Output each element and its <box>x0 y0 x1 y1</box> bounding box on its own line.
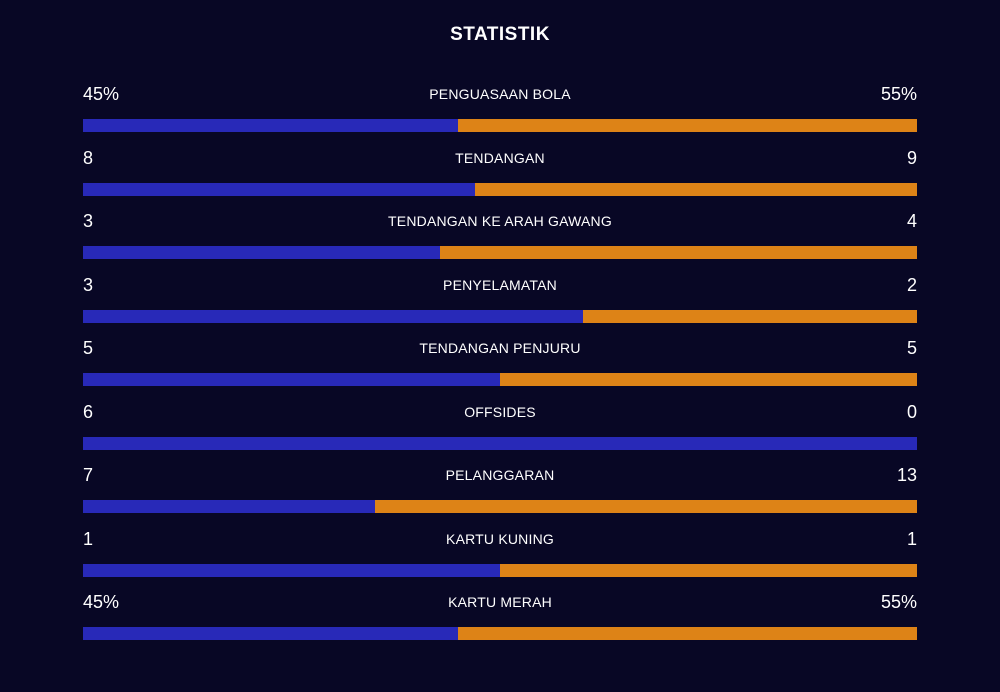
stat-label: TENDANGAN PENJURU <box>419 340 581 356</box>
away-value: 0 <box>906 401 917 422</box>
home-value: 7 <box>83 465 94 485</box>
home-bar-segment <box>83 373 500 386</box>
stat-bar <box>83 182 917 196</box>
away-bar-segment <box>500 563 917 577</box>
stat-label: PELANGGARAN <box>445 467 555 483</box>
away-bar-segment <box>440 246 917 259</box>
away-bar-segment <box>500 373 917 386</box>
stat-label: KARTU MERAH <box>448 594 552 610</box>
stat-bar <box>83 373 917 386</box>
stat-label: OFFSIDES <box>464 403 536 420</box>
home-value: 5 <box>83 338 94 358</box>
stat-header: 3 PENYELAMATAN 2 <box>83 273 917 297</box>
stat-bar <box>83 627 917 640</box>
stat-label: PENGUASAAN BOLA <box>429 86 571 102</box>
home-value: 3 <box>83 274 94 295</box>
away-bar-segment <box>374 500 917 513</box>
stat-label: KARTU KUNING <box>446 530 554 547</box>
stat-row: 1 KARTU KUNING 1 <box>83 527 917 591</box>
stat-row: 7 PELANGGARAN 13 <box>83 463 917 527</box>
away-value: 4 <box>906 211 917 231</box>
away-value: 13 <box>896 465 917 485</box>
stat-header: 5 TENDANGAN PENJURU 5 <box>83 336 917 360</box>
stat-bar <box>83 119 917 132</box>
home-bar-segment <box>83 563 500 577</box>
away-bar-segment <box>475 182 917 196</box>
away-value: 5 <box>906 338 917 358</box>
away-value: 9 <box>906 147 917 168</box>
home-value: 3 <box>83 211 94 231</box>
stats-list: 45% PENGUASAAN BOLA 55% 8 TENDANGAN 9 3 … <box>83 82 917 654</box>
home-value: 1 <box>83 528 94 549</box>
stat-bar <box>83 246 917 259</box>
home-bar-segment <box>83 246 441 259</box>
stat-header: 45% PENGUASAAN BOLA 55% <box>83 82 917 106</box>
stat-row: 45% PENGUASAAN BOLA 55% <box>83 82 917 146</box>
home-bar-segment <box>83 309 584 323</box>
stat-header: 6 OFFSIDES 0 <box>83 400 917 424</box>
home-value: 45% <box>83 84 120 104</box>
stat-bar <box>83 309 917 323</box>
away-bar-segment <box>583 309 917 323</box>
stat-row: 8 TENDANGAN 9 <box>83 146 917 210</box>
away-bar-segment <box>458 627 917 640</box>
stat-header: 3 TENDANGAN KE ARAH GAWANG 4 <box>83 209 917 233</box>
home-bar-segment <box>83 119 459 132</box>
stat-row: 3 TENDANGAN KE ARAH GAWANG 4 <box>83 209 917 273</box>
stat-bar <box>83 436 917 450</box>
stat-row: 5 TENDANGAN PENJURU 5 <box>83 336 917 400</box>
home-bar-segment <box>83 436 917 450</box>
home-value: 8 <box>83 147 94 168</box>
away-value: 55% <box>880 84 917 104</box>
home-bar-segment <box>83 627 459 640</box>
home-value: 6 <box>83 401 94 422</box>
stat-header: 1 KARTU KUNING 1 <box>83 527 917 551</box>
panel-title: STATISTIK <box>450 24 550 45</box>
stat-header: 7 PELANGGARAN 13 <box>83 463 917 487</box>
away-value: 1 <box>906 528 917 549</box>
stat-row: 6 OFFSIDES 0 <box>83 400 917 464</box>
stat-row: 45% KARTU MERAH 55% <box>83 590 917 654</box>
stat-header: 45% KARTU MERAH 55% <box>83 590 917 614</box>
home-bar-segment <box>83 182 476 196</box>
stat-header: 8 TENDANGAN 9 <box>83 146 917 170</box>
home-bar-segment <box>83 500 375 513</box>
away-value: 2 <box>906 274 917 295</box>
stat-bar <box>83 563 917 577</box>
stat-label: PENYELAMATAN <box>443 276 557 293</box>
stat-row: 3 PENYELAMATAN 2 <box>83 273 917 337</box>
home-value: 45% <box>83 592 120 612</box>
away-bar-segment <box>458 119 917 132</box>
away-value: 55% <box>880 592 917 612</box>
stat-label: TENDANGAN KE ARAH GAWANG <box>388 213 612 229</box>
stat-label: TENDANGAN <box>455 149 545 166</box>
stat-bar <box>83 500 917 513</box>
